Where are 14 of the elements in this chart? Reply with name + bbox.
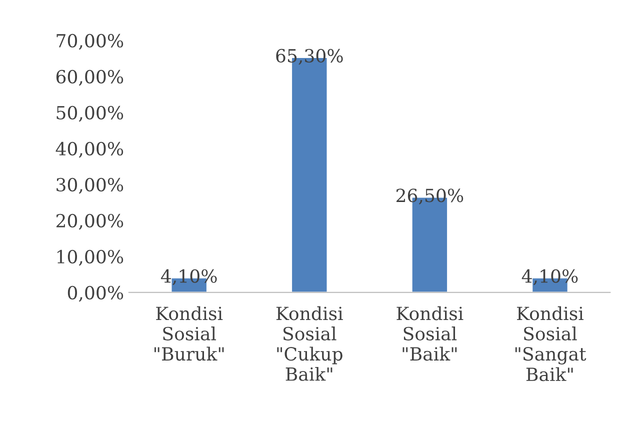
x-tick-label: Kondisi Sosial "Sangat Baik" (515, 306, 586, 382)
x-tick-label: Kondisi Sosial "Baik" (396, 306, 464, 361)
y-tick-label: 20,00% (56, 214, 124, 230)
y-tick-label: 40,00% (56, 142, 124, 158)
x-tick-label: Kondisi Sosial "Cukup Baik" (276, 306, 343, 381)
y-tick-label: 70,00% (56, 34, 124, 50)
data-label: 65,30% (276, 48, 343, 65)
y-tick-label: 50,00% (56, 106, 124, 122)
y-tick-label: 30,00% (56, 178, 124, 194)
data-label: 26,50% (396, 188, 464, 204)
y-tick-label: 60,00% (56, 70, 124, 86)
y-tick-label: 10,00% (57, 250, 124, 266)
y-tick-label: 0,00% (68, 286, 124, 302)
x-tick-label: Kondisi Sosial "Buruk" (154, 306, 224, 361)
